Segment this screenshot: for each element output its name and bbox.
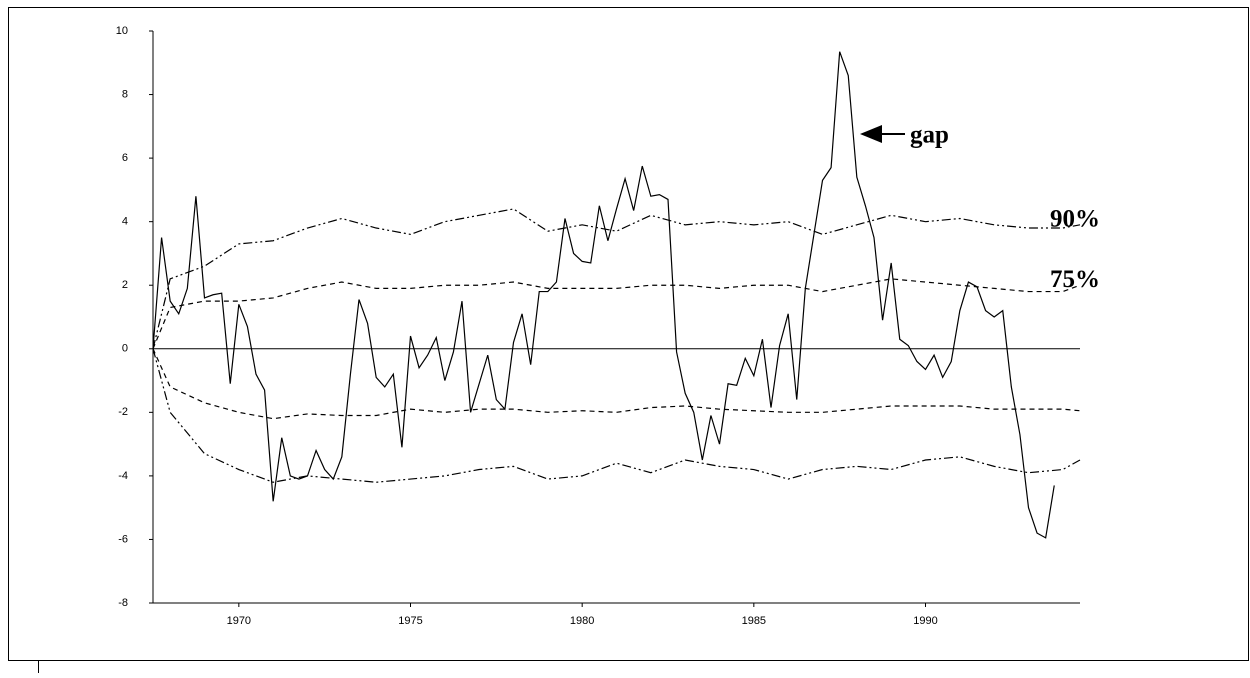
x-tick-label: 1985 [742, 615, 766, 627]
series-line [152, 278, 1081, 350]
y-tick-label: -2 [118, 406, 128, 418]
x-tick-label: 1975 [398, 615, 422, 627]
y-tick-label: 2 [122, 279, 128, 291]
y-tick-label: 4 [122, 216, 128, 228]
annotation: gap [910, 122, 949, 149]
y-tick-label: -6 [118, 533, 128, 545]
series-label: 90% [1050, 206, 1100, 233]
y-tick-label: 10 [116, 25, 128, 37]
series-line [152, 348, 1081, 483]
y-tick-label: -4 [118, 470, 128, 482]
series-line [152, 208, 1081, 349]
x-tick-label: 1980 [570, 615, 594, 627]
series-line [152, 348, 1081, 420]
y-tick-label: -8 [118, 597, 128, 609]
y-tick-label: 6 [122, 152, 128, 164]
x-tick-label: 1990 [913, 615, 937, 627]
series-line [152, 51, 1055, 539]
y-tick-label: 0 [122, 343, 128, 355]
x-tick-label: 1970 [227, 615, 251, 627]
series-label: 75% [1050, 266, 1100, 293]
y-tick-label: 8 [122, 88, 128, 100]
frame [8, 7, 1249, 661]
annotation-arrowhead [860, 125, 882, 143]
